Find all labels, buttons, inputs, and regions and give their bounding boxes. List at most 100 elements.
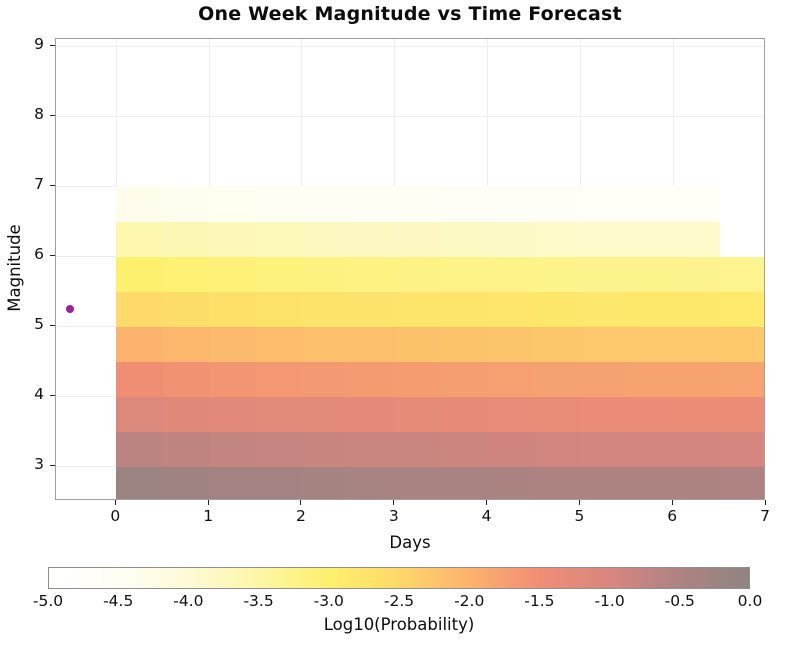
heatmap-cell bbox=[673, 221, 721, 257]
heatmap-cell bbox=[719, 361, 764, 397]
x-tick-mark bbox=[764, 500, 766, 505]
colorbar-tick-label: -4.0 bbox=[173, 592, 204, 610]
x-tick-label: 7 bbox=[760, 507, 770, 525]
y-tick-mark bbox=[50, 324, 55, 326]
heatmap-cell bbox=[719, 326, 764, 362]
x-tick-mark bbox=[393, 500, 395, 505]
y-tick-mark bbox=[50, 464, 55, 466]
x-tick-label: 0 bbox=[110, 507, 121, 525]
heatmap-cell bbox=[255, 221, 303, 257]
colorbar-tick-labels: -5.0 -4.5 -4.0 -3.5 -3.0 -2.5 -2.0 -1.5 -1.0 -0.5… bbox=[33, 592, 762, 612]
heatmap-cell bbox=[301, 466, 349, 499]
heatmap-cell bbox=[348, 466, 396, 499]
heatmap-cell bbox=[533, 431, 581, 467]
y-tick-label: 9 bbox=[34, 35, 44, 53]
heatmap-cell bbox=[162, 396, 210, 432]
heatmap-cell bbox=[255, 466, 303, 499]
heatmap-cell bbox=[673, 361, 721, 397]
heatmap-cell bbox=[348, 256, 396, 292]
y-tick-mark bbox=[50, 254, 55, 256]
heatmap-cell bbox=[162, 291, 210, 327]
heatmap-cell bbox=[673, 256, 721, 292]
heatmap-cell bbox=[394, 256, 442, 292]
heatmap-cell bbox=[394, 221, 442, 257]
y-tick-label: 6 bbox=[34, 245, 44, 263]
x-tick-mark bbox=[300, 500, 302, 505]
gridline-horizontal bbox=[56, 45, 764, 47]
heatmap-cell bbox=[255, 431, 303, 467]
heatmap-cell bbox=[394, 186, 442, 222]
heatmap-cell bbox=[719, 256, 764, 292]
heatmap-cell bbox=[162, 186, 210, 222]
heatmap-cell bbox=[487, 291, 535, 327]
heatmap-cell bbox=[301, 431, 349, 467]
x-tick-mark bbox=[671, 500, 673, 505]
heatmap-cell bbox=[116, 326, 164, 362]
colorbar-gradient bbox=[48, 567, 750, 589]
heatmap-cell bbox=[580, 396, 628, 432]
heatmap-cell bbox=[533, 291, 581, 327]
heatmap-cell bbox=[348, 396, 396, 432]
heatmap-cell bbox=[162, 326, 210, 362]
heatmap-cell bbox=[255, 186, 303, 222]
mainshock-marker bbox=[65, 304, 74, 313]
heatmap-cell bbox=[533, 186, 581, 222]
heatmap-cell bbox=[533, 326, 581, 362]
heatmap-cell bbox=[162, 466, 210, 499]
x-axis: 0 1 2 3 4 5 6 7 bbox=[55, 500, 770, 532]
heatmap-cell bbox=[673, 326, 721, 362]
heatmap-cell bbox=[301, 326, 349, 362]
heatmap-cell bbox=[626, 431, 674, 467]
heatmap-cell bbox=[626, 291, 674, 327]
heatmap-cell bbox=[719, 466, 764, 499]
heatmap-cell bbox=[255, 256, 303, 292]
heatmap-cell bbox=[626, 396, 674, 432]
colorbar-tick-label: -0.5 bbox=[664, 592, 695, 610]
heatmap-cell bbox=[209, 291, 257, 327]
heatmap-cell bbox=[348, 361, 396, 397]
heatmap-cell bbox=[348, 291, 396, 327]
heatmap-cell bbox=[348, 221, 396, 257]
heatmap-cell bbox=[394, 396, 442, 432]
heatmap-cell bbox=[209, 326, 257, 362]
heatmap-cell bbox=[162, 221, 210, 257]
y-axis: 3 4 5 6 7 8 9 bbox=[0, 35, 55, 500]
heatmap-cell bbox=[580, 326, 628, 362]
y-tick-mark bbox=[50, 114, 55, 116]
colorbar-tick-label: -1.5 bbox=[524, 592, 555, 610]
x-tick-label: 4 bbox=[481, 507, 492, 525]
colorbar-label: Log10(Probability) bbox=[323, 615, 475, 634]
heatmap-cell bbox=[580, 186, 628, 222]
heatmap-cell bbox=[209, 256, 257, 292]
heatmap-cell bbox=[348, 186, 396, 222]
heatmap-cell bbox=[394, 326, 442, 362]
heatmap-cell bbox=[301, 186, 349, 222]
x-tick-label: 1 bbox=[203, 507, 214, 525]
chart-title: One Week Magnitude vs Time Forecast bbox=[198, 3, 622, 25]
heatmap-cell bbox=[116, 466, 164, 499]
heatmap-cell bbox=[580, 291, 628, 327]
heatmap-cell bbox=[162, 361, 210, 397]
x-axis-label: Days bbox=[389, 533, 431, 552]
heatmap-cell bbox=[441, 361, 489, 397]
colorbar-tick-label: -2.0 bbox=[454, 592, 485, 610]
heatmap-cell bbox=[441, 326, 489, 362]
colorbar-tick-label: -3.0 bbox=[313, 592, 344, 610]
y-axis-label: Magnitude bbox=[5, 224, 24, 312]
heatmap-cell bbox=[487, 256, 535, 292]
y-tick-label: 8 bbox=[34, 105, 44, 123]
heatmap-cell bbox=[580, 431, 628, 467]
heatmap-cell bbox=[719, 291, 764, 327]
heatmap-cell bbox=[301, 396, 349, 432]
heatmap-cell bbox=[394, 361, 442, 397]
heatmap-cell bbox=[533, 361, 581, 397]
heatmap-cell bbox=[348, 326, 396, 362]
heatmap-cell bbox=[626, 256, 674, 292]
heatmap-cell bbox=[533, 466, 581, 499]
heatmap-cell bbox=[626, 186, 674, 222]
heatmap-cell bbox=[719, 186, 764, 222]
heatmap-cell bbox=[580, 221, 628, 257]
x-tick-mark bbox=[578, 500, 580, 505]
heatmap-cell bbox=[487, 186, 535, 222]
